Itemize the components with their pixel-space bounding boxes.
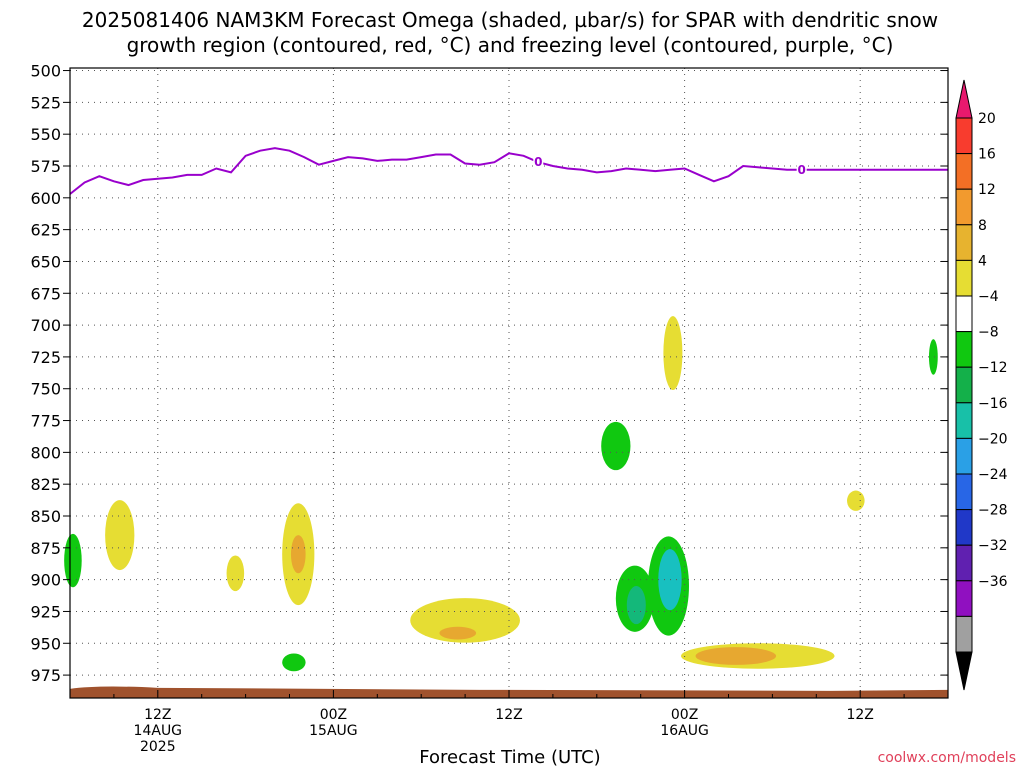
colorbar-segment xyxy=(955,437,973,475)
contour-label-background xyxy=(796,162,807,176)
x-tick-label: 12Z xyxy=(144,707,171,723)
freezing-level-contour-label: 0 xyxy=(534,155,542,169)
x-tick-date-label: 15AUG xyxy=(309,723,358,739)
colorbar-label: 16 xyxy=(978,147,996,163)
y-tick-label: 950 xyxy=(30,634,61,653)
colorbar-segment xyxy=(955,153,973,190)
y-tick-label: 575 xyxy=(30,157,61,176)
y-tick-label: 925 xyxy=(30,602,61,621)
y-axis: 500 525 550 575 600 625 650 675 700 725 750 775 800 8… xyxy=(30,62,948,685)
omega-region xyxy=(439,626,477,640)
omega-region xyxy=(847,490,865,511)
y-tick-label: 625 xyxy=(30,221,61,240)
y-tick-label: 550 xyxy=(30,125,61,144)
plot-grid xyxy=(70,68,948,698)
colorbar-label: −28 xyxy=(978,503,1008,519)
y-tick-label: 900 xyxy=(30,571,61,590)
colorbar-segment xyxy=(955,402,973,439)
colorbar-label: −12 xyxy=(978,360,1008,376)
colorbar-label: 12 xyxy=(978,182,996,198)
colorbar-label: −36 xyxy=(978,574,1008,590)
credit-text[interactable]: coolwx.com/models xyxy=(878,750,1016,766)
omega-region xyxy=(658,549,682,611)
chart-title-line-1: 2025081406 NAM3KM Forecast Omega (shaded… xyxy=(82,8,938,32)
y-tick-label: 825 xyxy=(30,475,61,494)
y-tick-label: 525 xyxy=(30,93,61,112)
colorbar-segment xyxy=(955,366,973,404)
omega-region xyxy=(928,339,938,375)
y-tick-label: 775 xyxy=(30,412,61,431)
colorbar-segment xyxy=(955,580,973,617)
omega-region xyxy=(626,586,646,625)
colorbar-label: −32 xyxy=(978,538,1008,554)
omega-region xyxy=(601,421,631,471)
colorbar-segment xyxy=(955,544,973,582)
colorbar-label: −24 xyxy=(978,467,1008,483)
y-tick-label: 750 xyxy=(30,380,61,399)
y-tick-label: 500 xyxy=(30,62,61,81)
colorbar-segment xyxy=(955,117,973,155)
colorbar-label: 20 xyxy=(978,111,996,127)
x-tick-label: 12Z xyxy=(495,707,522,723)
x-tick-label: 00Z xyxy=(320,707,347,723)
x-tick-label: 12Z xyxy=(846,707,873,723)
freezing-level-contour-label: 0 xyxy=(797,163,805,177)
colorbar-segment xyxy=(955,509,973,546)
colorbar-label: 8 xyxy=(978,218,987,234)
colorbar-segment xyxy=(955,331,973,368)
colorbar-label: −4 xyxy=(978,289,999,305)
omega-region xyxy=(64,533,82,588)
y-tick-label: 725 xyxy=(30,348,61,367)
colorbar-label: −20 xyxy=(978,431,1008,447)
omega-region xyxy=(410,598,520,643)
y-tick-label: 875 xyxy=(30,539,61,558)
omega-region xyxy=(663,316,683,390)
colorbar-segment xyxy=(955,473,973,511)
y-tick-label: 600 xyxy=(30,189,61,208)
colorbar-label: −16 xyxy=(978,396,1008,412)
x-tick-date-label: 14AUG xyxy=(134,723,183,739)
x-axis-title: Forecast Time (UTC) xyxy=(419,747,600,768)
x-tick-year-label: 2025 xyxy=(140,739,176,755)
colorbar-bottom-arrow xyxy=(955,651,973,691)
colorbar-segment xyxy=(955,188,973,226)
omega-region xyxy=(226,555,245,592)
contour-label-background xyxy=(533,155,544,169)
freezing-level-contour: 00 xyxy=(69,147,948,195)
omega-region xyxy=(282,653,306,672)
plot-background xyxy=(70,68,948,698)
y-tick-label: 700 xyxy=(30,316,61,335)
y-tick-label: 650 xyxy=(30,252,61,271)
y-tick-label: 800 xyxy=(30,443,61,462)
plot-area xyxy=(70,68,948,698)
colorbar-segment xyxy=(955,615,973,653)
omega-region xyxy=(290,535,306,574)
colorbar-label: 4 xyxy=(978,253,987,269)
y-tick-label: 675 xyxy=(30,284,61,303)
colorbar-segment xyxy=(955,295,973,333)
y-tick-label: 850 xyxy=(30,507,61,526)
colorbar-segment xyxy=(955,224,973,261)
colorbar-legend: 20 16 12 8 4 −4 −8 −12 −16 −20 −24 −28 −32 −36 xyxy=(955,79,1008,691)
colorbar-segment xyxy=(955,259,973,297)
y-tick-label: 975 xyxy=(30,666,61,685)
x-tick-label: 00Z xyxy=(671,707,698,723)
omega-region xyxy=(105,500,135,571)
colorbar-top-arrow xyxy=(955,79,973,119)
omega-region xyxy=(695,647,777,665)
chart-title-line-2: growth region (contoured, red, °C) and f… xyxy=(127,33,894,57)
x-tick-date-label: 16AUG xyxy=(660,723,709,739)
colorbar-label: −8 xyxy=(978,325,999,341)
omega-shaded-regions xyxy=(64,316,938,672)
